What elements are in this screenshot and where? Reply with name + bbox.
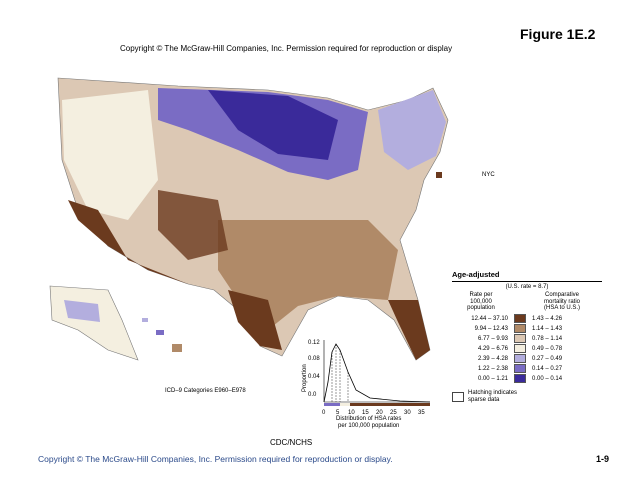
- hist-xtick-6: 30: [404, 410, 411, 416]
- hist-xtick-4: 20: [376, 410, 383, 416]
- legend-ratio-header: Comparative mortality ratio (HSA to U.S.…: [543, 292, 580, 311]
- legend-row: 4.29 – 6.76 0.49 – 0.78: [452, 344, 602, 354]
- legend-swatch: [514, 314, 526, 323]
- alaska: [49, 285, 139, 361]
- southwest-desert-region: [158, 190, 228, 260]
- legend-row: 2.39 – 4.28 0.27 – 0.49: [452, 354, 602, 364]
- texas-region: [228, 290, 282, 350]
- legend: Age-adjusted (U.S. rate = 8.7) Rate per …: [452, 270, 602, 404]
- hawaii-1: [142, 318, 148, 322]
- slide-number: 1-9: [596, 454, 610, 464]
- legend-swatch: [514, 324, 526, 333]
- legend-row: 1.22 – 2.38 0.14 – 0.27: [452, 364, 602, 374]
- legend-range: 1.22 – 2.38: [477, 365, 508, 372]
- legend-ratio: 0.14 – 0.27: [532, 365, 563, 372]
- hist-xtick-1: 5: [336, 410, 340, 416]
- legend-swatch: [514, 374, 526, 383]
- legend-ratio: 1.43 – 4.26: [532, 315, 563, 322]
- legend-range: 9.94 – 12.43: [474, 325, 508, 332]
- florida-region: [388, 300, 430, 360]
- legend-range: 4.29 – 6.76: [477, 345, 508, 352]
- hist-ytick-0: 0.12: [308, 340, 320, 346]
- legend-range: 0.00 – 1.21: [477, 375, 508, 382]
- legend-rows: 12.44 – 37.10 1.43 – 4.26 9.94 – 12.43 1.14…: [452, 314, 602, 384]
- alaska-inner: [64, 300, 100, 322]
- hist-ytick-2: 0.04: [308, 374, 320, 380]
- source-label: CDC/NCHS: [270, 438, 313, 447]
- hist-xtick-2: 10: [348, 410, 355, 416]
- hatch-swatch: [452, 391, 464, 402]
- hist-colorbar-brown: [350, 403, 430, 406]
- legend-ratio: 0.00 – 0.14: [532, 375, 563, 382]
- hist-curve: [323, 343, 431, 403]
- hist-ylabel: Proportion: [302, 364, 308, 392]
- hist-colorbar-purple: [324, 403, 340, 406]
- legend-ratio: 1.14 – 1.43: [532, 325, 563, 332]
- legend-row: 0.00 – 1.21 0.00 – 0.14: [452, 374, 602, 384]
- hist-colorbar-cream: [340, 403, 350, 406]
- legend-title: Age-adjusted: [452, 270, 500, 279]
- northeast-region: [378, 90, 446, 170]
- hatch-note: Hatching indicates sparse data: [468, 389, 518, 403]
- legend-row: 12.44 – 37.10 1.43 – 4.26: [452, 314, 602, 324]
- hist-xtick-3: 15: [362, 410, 369, 416]
- legend-range: 12.44 – 37.10: [471, 315, 508, 322]
- top-copyright: Copyright © The McGraw-Hill Companies, I…: [120, 44, 453, 53]
- legend-swatch: [514, 354, 526, 363]
- legend-swatch: [514, 334, 526, 343]
- legend-ratio: 0.78 – 1.14: [532, 335, 563, 342]
- legend-range: 2.39 – 4.28: [477, 355, 508, 362]
- nyc-marker: [436, 172, 442, 178]
- rate-histogram: Proportion 0.12 0.08 0.04 0.0 0 5 10 15 …: [302, 340, 431, 416]
- legend-rate-header: Rate per 100,000 population: [467, 292, 495, 311]
- southwest-region: [68, 200, 188, 284]
- bottom-copyright: Copyright © The McGraw-Hill Companies, I…: [38, 454, 393, 464]
- hist-ytick-1: 0.08: [308, 356, 320, 362]
- hist-xtick-7: 35: [418, 410, 425, 416]
- west-cream-region: [62, 90, 158, 220]
- legend-ratio: 0.27 – 0.49: [532, 355, 563, 362]
- legend-divider: [452, 281, 602, 282]
- legend-range: 6.77 – 9.93: [477, 335, 508, 342]
- hawaii-2: [156, 330, 164, 335]
- hist-xlabel: Distribution of HSA rates per 100,000 po…: [336, 416, 402, 429]
- upper-midwest-region: [208, 90, 338, 160]
- hist-xtick-0: 0: [322, 410, 326, 416]
- legend-row: 6.77 – 9.93 0.78 – 1.14: [452, 334, 602, 344]
- legend-swatch: [514, 364, 526, 373]
- hawaii-3: [172, 344, 182, 352]
- nyc-label: NYC: [482, 172, 495, 178]
- legend-row: 9.94 – 12.43 1.14 – 1.43: [452, 324, 602, 334]
- us-choropleth-map: [49, 77, 449, 361]
- figure-label: Figure 1E.2: [520, 26, 596, 42]
- legend-ratio: 0.49 – 0.78: [532, 345, 563, 352]
- icd-note: ICD–9 Categories E960–E978: [165, 388, 246, 394]
- legend-us-rate: (U.S. rate = 8.7): [505, 284, 549, 290]
- legend-swatch: [514, 344, 526, 353]
- hist-ytick-3: 0.0: [308, 392, 317, 398]
- hist-xtick-5: 25: [390, 410, 397, 416]
